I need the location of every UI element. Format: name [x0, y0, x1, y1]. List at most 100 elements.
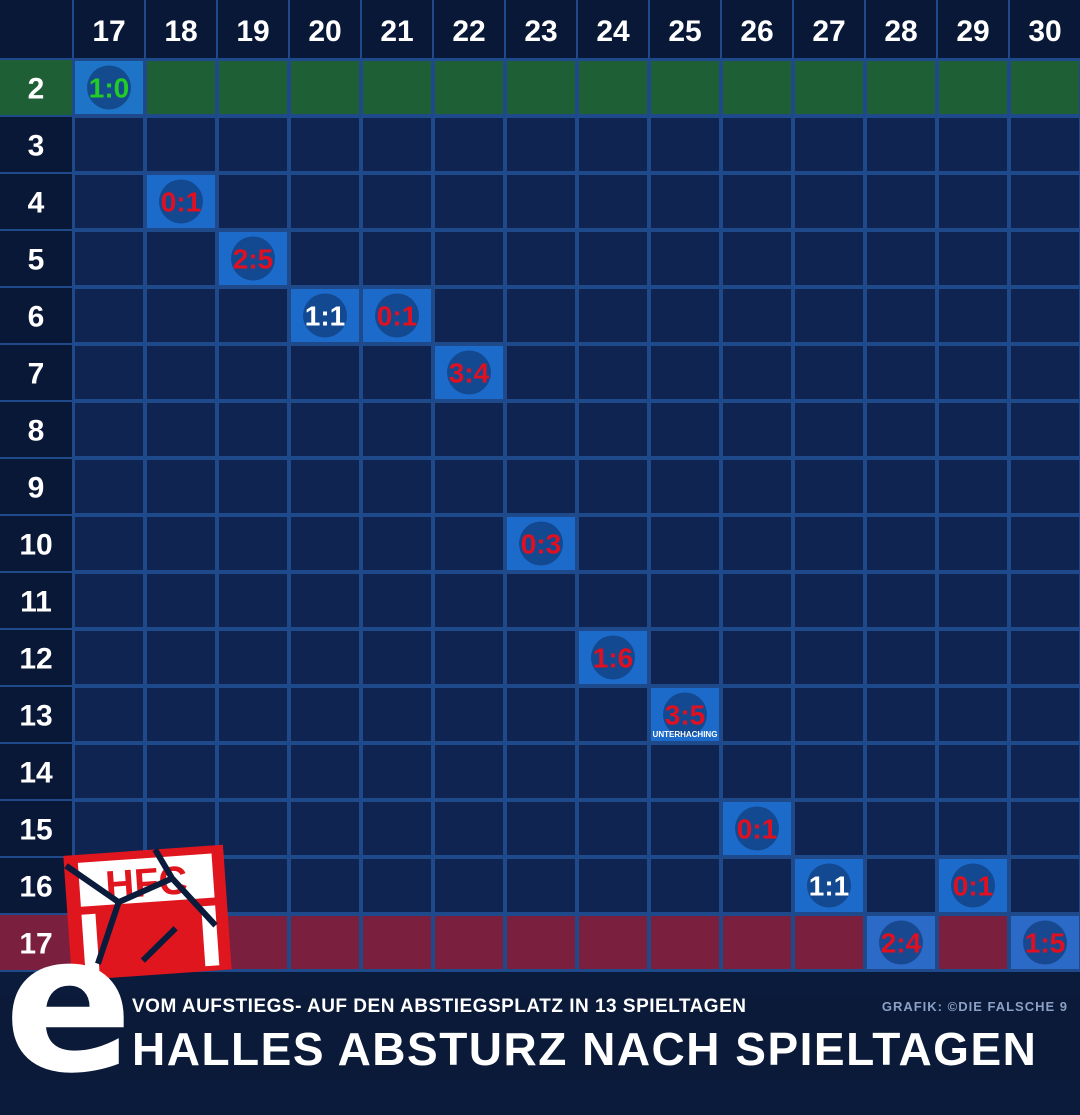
- row-label-cell: [0, 800, 73, 857]
- grid-cell: [289, 401, 361, 458]
- matchday-tick-label: 23: [524, 15, 557, 48]
- grid-cell: [721, 230, 793, 287]
- grid-cell: [433, 116, 505, 173]
- grid-cell: [361, 686, 433, 743]
- grid-cell: [505, 173, 577, 230]
- grid-cell: [721, 173, 793, 230]
- grid-cell: [217, 743, 289, 800]
- grid-cell: [145, 800, 217, 857]
- grid-cell: [145, 344, 217, 401]
- grid-cell: [361, 230, 433, 287]
- row-label-cell: [0, 59, 73, 116]
- grid-cell: [937, 287, 1009, 344]
- grid-cell: [505, 914, 577, 971]
- grid-cell: [793, 344, 865, 401]
- grid-cell: [217, 914, 289, 971]
- grid-cell: [721, 401, 793, 458]
- grid-cell: [577, 914, 649, 971]
- grid-cell: [937, 344, 1009, 401]
- matchday-tick-label: 24: [596, 15, 630, 48]
- grid-cell: [433, 743, 505, 800]
- grid-cell: [289, 173, 361, 230]
- matchday-tick-label: 26: [740, 15, 773, 48]
- grid-cell: [433, 629, 505, 686]
- result-score-label: 0:1: [377, 301, 417, 332]
- grid-cell: [361, 401, 433, 458]
- grid-cell: [289, 857, 361, 914]
- grid-cell: [217, 344, 289, 401]
- grid-cell: [865, 800, 937, 857]
- grid-cell: [649, 401, 721, 458]
- grid-cell: [361, 344, 433, 401]
- grid-cell: [577, 800, 649, 857]
- position-tick-label: 6: [28, 301, 45, 334]
- grid-cell: [649, 230, 721, 287]
- grid-cell: [1009, 629, 1080, 686]
- position-tick-label: 5: [28, 244, 45, 277]
- grid-cell: [577, 401, 649, 458]
- grid-cell: [649, 857, 721, 914]
- chart-subtitle: VOM AUFSTIEGS- AUF DEN ABSTIEGSPLATZ IN …: [132, 996, 747, 1017]
- grid-cell: [433, 173, 505, 230]
- grid-cell: [73, 287, 145, 344]
- grid-cell: [73, 230, 145, 287]
- grid-cell: [361, 515, 433, 572]
- grid-cell: [649, 743, 721, 800]
- grid-cell: [289, 344, 361, 401]
- grid-cell: [1009, 116, 1080, 173]
- row-label-cell: [0, 344, 73, 401]
- matchday-tick-label: 21: [380, 15, 413, 48]
- grid-cell: [937, 116, 1009, 173]
- club-crest-icon: [447, 350, 491, 395]
- grid-cell: [361, 458, 433, 515]
- grid-cell: [865, 629, 937, 686]
- grid-cell: [361, 914, 433, 971]
- position-tick-label: 10: [19, 529, 52, 562]
- grid-cell: [73, 458, 145, 515]
- grid-cell: [505, 59, 577, 116]
- grid-cell: [721, 116, 793, 173]
- position-tick-label: 3: [28, 130, 45, 163]
- grid-cell: [361, 800, 433, 857]
- graphic-credit: GRAFIK: ©DIE FALSCHE 9: [881, 999, 1068, 1014]
- grid-cell: [793, 173, 865, 230]
- result-score-label: 3:5: [665, 700, 705, 731]
- matchday-tick-label: 28: [884, 15, 917, 48]
- footer-band: [0, 995, 1080, 1080]
- grid-cell: [793, 800, 865, 857]
- grid-cell: [73, 173, 145, 230]
- grid-cell: [1009, 401, 1080, 458]
- grid-cell: [217, 173, 289, 230]
- row-label-cell: [0, 230, 73, 287]
- grid-cell: [937, 230, 1009, 287]
- grid-cell: [721, 914, 793, 971]
- grid-cell: [577, 743, 649, 800]
- grid-cell: [793, 401, 865, 458]
- matchday-tick-label: 27: [812, 15, 845, 48]
- grid-cell: [937, 743, 1009, 800]
- grid-cell: [145, 572, 217, 629]
- grid-cell: [865, 686, 937, 743]
- row-label-cell: [0, 686, 73, 743]
- grid-cell: [145, 515, 217, 572]
- grid-cell: [289, 686, 361, 743]
- grid-cell: [577, 515, 649, 572]
- grid-cell: [577, 572, 649, 629]
- grid-cell: [649, 344, 721, 401]
- grid-cell: [793, 458, 865, 515]
- grid-cell: [73, 800, 145, 857]
- matchday-tick-label: 30: [1028, 15, 1061, 48]
- grid-cell: [433, 287, 505, 344]
- position-tick-label: 11: [20, 586, 52, 619]
- grid-cell: [865, 59, 937, 116]
- grid-cell: [793, 287, 865, 344]
- grid-cell: [217, 857, 289, 914]
- club-crest-icon: [231, 236, 275, 281]
- grid-cell: [505, 686, 577, 743]
- grid-cell: [433, 515, 505, 572]
- grid-cell: [505, 572, 577, 629]
- grid-cell: [793, 59, 865, 116]
- matchday-tick-label: 17: [92, 15, 125, 48]
- club-crest-icon: [591, 635, 635, 680]
- row-label-cell: [0, 116, 73, 173]
